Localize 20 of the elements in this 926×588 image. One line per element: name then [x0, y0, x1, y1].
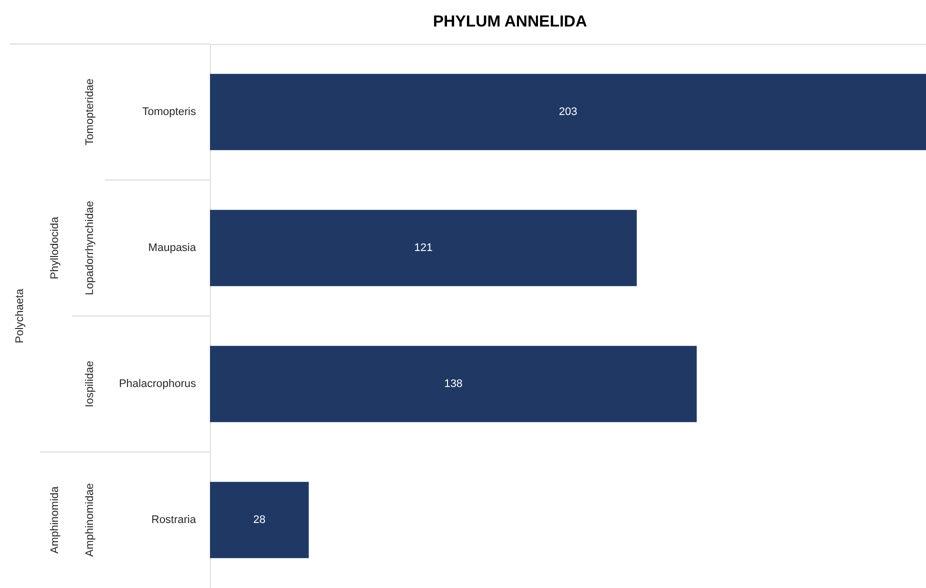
- y-tick-label: Rostraria: [151, 514, 197, 526]
- text: Tomopteridae: [84, 78, 96, 146]
- y-tick-label: Maupasia: [148, 242, 197, 254]
- text: Phyllodocida: [49, 216, 61, 280]
- text: Lopadorrhynchidae: [84, 200, 96, 296]
- data-label: 121: [414, 242, 433, 254]
- y-tick-label: Tomopteris: [142, 106, 196, 118]
- chart-title: PHYLUM ANNELIDA: [432, 14, 588, 30]
- y-tick-label: Phalacrophorus: [118, 378, 196, 390]
- data-label: 28: [253, 514, 266, 526]
- bar: [210, 482, 309, 558]
- text: Polychaeta: [14, 288, 26, 344]
- text: Amphinomida: [49, 485, 61, 554]
- bar: [210, 74, 926, 150]
- text: Amphinomidae: [84, 483, 96, 557]
- data-label: 138: [444, 378, 463, 390]
- bar: [210, 210, 637, 286]
- text: Iospilidae: [84, 360, 96, 408]
- bar: [210, 346, 697, 422]
- data-label: 203: [558, 106, 578, 118]
